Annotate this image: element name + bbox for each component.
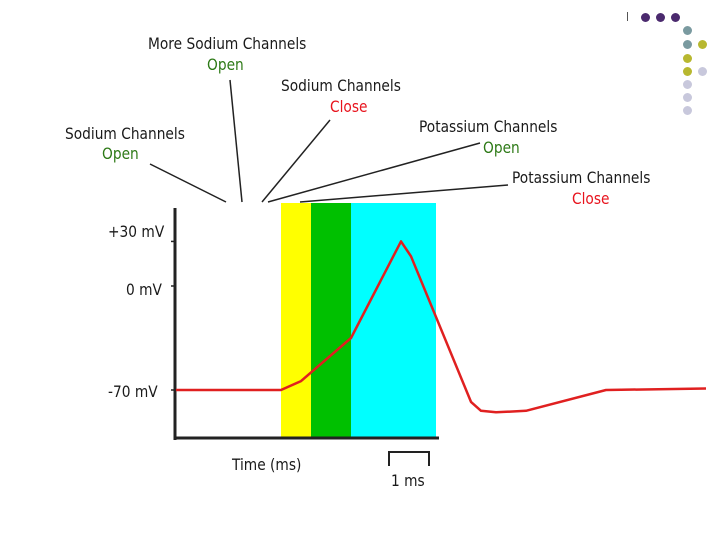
phase-band-0 xyxy=(281,203,311,437)
scale-bar xyxy=(388,451,430,466)
corner-dot xyxy=(683,80,692,89)
corner-dot xyxy=(671,13,680,22)
label-more-sodium-title: More Sodium Channels xyxy=(148,34,307,53)
label-potassium-open-title: Potassium Channels xyxy=(419,117,558,136)
corner-dot xyxy=(683,67,692,76)
label-more-sodium-state: Open xyxy=(207,55,244,74)
label-sodium-close-title: Sodium Channels xyxy=(281,76,401,95)
label-potassium-open-state: Open xyxy=(483,138,520,157)
corner-dot xyxy=(683,54,692,63)
leader-line-more-sodium xyxy=(229,79,243,203)
corner-dot xyxy=(683,26,692,35)
x-axis-label: Time (ms) xyxy=(232,455,302,474)
y-tick-label-plus30: +30 mV xyxy=(108,222,165,241)
label-potassium-close-title: Potassium Channels xyxy=(512,168,651,187)
leader-line-sodium-open xyxy=(149,163,227,203)
corner-dot xyxy=(641,13,650,22)
corner-dot xyxy=(683,106,692,115)
y-tick-label-zero: 0 mV xyxy=(126,280,162,299)
label-potassium-close-state: Close xyxy=(572,189,610,208)
phase-band-2 xyxy=(351,203,436,437)
corner-dot xyxy=(656,13,665,22)
leader-line-potassium-close xyxy=(299,184,509,203)
slide-tick xyxy=(627,12,628,21)
scale-bar-label: 1 ms xyxy=(391,471,425,490)
leader-line-potassium-open xyxy=(267,142,481,203)
corner-dot xyxy=(698,67,707,76)
leader-line-sodium-close xyxy=(261,119,331,203)
y-tick-label-minus70: -70 mV xyxy=(108,382,158,401)
label-sodium-open-state: Open xyxy=(102,144,139,163)
label-sodium-close-state: Close xyxy=(330,97,368,116)
corner-dot xyxy=(683,93,692,102)
corner-dot xyxy=(683,40,692,49)
label-sodium-open-title: Sodium Channels xyxy=(65,124,185,143)
membrane-potential-trace xyxy=(176,240,707,414)
phase-band-1 xyxy=(311,203,351,437)
corner-dot xyxy=(698,40,707,49)
